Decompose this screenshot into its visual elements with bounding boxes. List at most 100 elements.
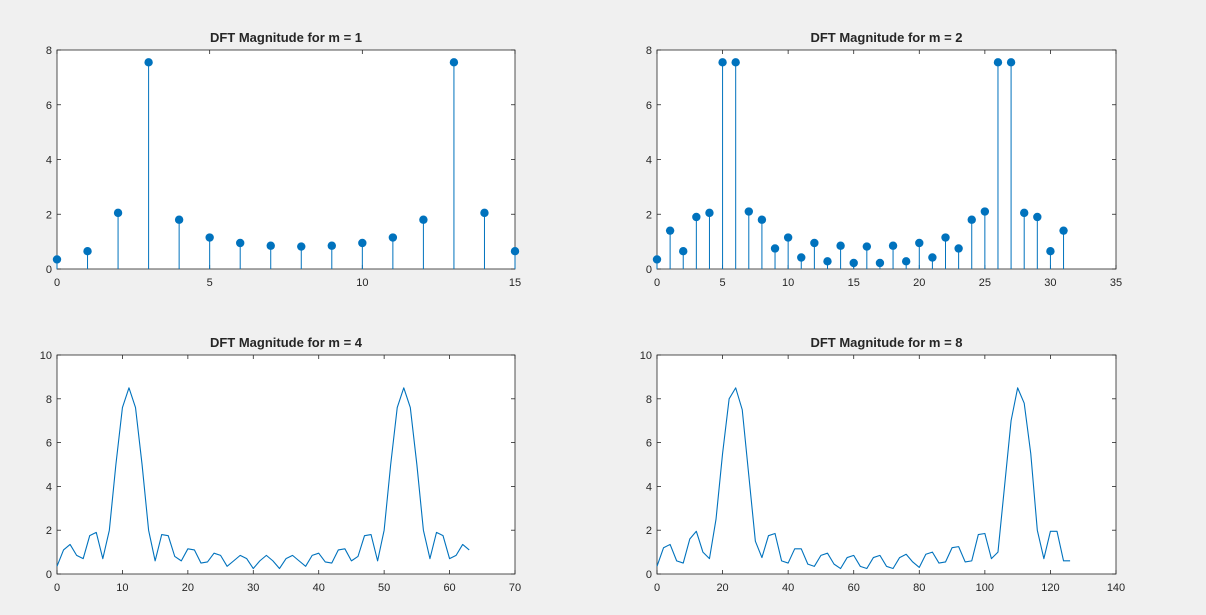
y-tick-label: 6: [46, 100, 52, 112]
stem-marker: [83, 247, 92, 256]
stem-marker: [1006, 58, 1016, 67]
x-tick-label: 50: [378, 582, 390, 594]
y-tick-label: 8: [646, 394, 652, 406]
y-tick-label: 10: [640, 350, 652, 362]
stem-marker: [52, 255, 62, 264]
stem-marker: [757, 215, 767, 224]
x-tick-label: 15: [509, 277, 521, 289]
x-tick-label: 20: [716, 582, 728, 594]
x-tick-label: 70: [509, 582, 521, 594]
stem-marker: [652, 255, 662, 264]
x-tick-label: 120: [1041, 582, 1059, 594]
x-tick-label: 100: [976, 582, 994, 594]
x-tick-label: 10: [782, 277, 794, 289]
x-tick-label: 0: [654, 582, 660, 594]
stem-marker: [692, 212, 701, 222]
x-tick-label: 10: [356, 277, 368, 289]
y-tick-label: 6: [646, 438, 652, 450]
chart-panel-m8: DFT Magnitude for m = 80 20 40 60 80 100 120 14…: [640, 335, 1125, 594]
x-tick-label: 80: [913, 582, 925, 594]
stem-marker: [327, 241, 336, 250]
axes-box: [56, 49, 516, 270]
y-tick-label: 8: [646, 45, 652, 57]
x-tick-label: 0: [54, 277, 60, 289]
x-tick-label: 40: [782, 582, 794, 594]
stem-marker: [297, 242, 306, 251]
y-tick-label: 6: [46, 438, 52, 450]
y-tick-label: 2: [646, 209, 652, 221]
stem-marker: [236, 238, 245, 248]
x-tick-label: 60: [848, 582, 860, 594]
axes-box: [656, 49, 1117, 270]
y-tick-label: 4: [46, 481, 52, 493]
stem-marker: [823, 257, 832, 266]
series-line: [656, 387, 1071, 570]
y-tick-label: 4: [46, 155, 52, 167]
stem-marker: [836, 241, 845, 250]
y-tick-label: 8: [46, 394, 52, 406]
stem-marker: [954, 244, 963, 253]
stem-marker: [449, 58, 459, 67]
y-tick-label: 10: [40, 350, 52, 362]
stem-marker: [1019, 208, 1029, 218]
stem-marker: [797, 253, 806, 262]
stem-marker: [980, 207, 990, 216]
x-tick-label: 0: [54, 582, 60, 594]
chart-title: DFT Magnitude for m = 4: [210, 335, 363, 350]
chart-title: DFT Magnitude for m = 2: [810, 30, 962, 45]
chart-title: DFT Magnitude for m = 1: [210, 30, 362, 45]
y-tick-label: 0: [46, 569, 52, 581]
y-tick-label: 2: [646, 525, 652, 537]
chart-panel-m2: DFT Magnitude for m = 2 0 5 10 15 20 25 30 35 0 2 4…: [646, 30, 1122, 289]
stem-marker: [862, 242, 872, 251]
chart-panel-m4: DFT Magnitude for m = 4 0 10 20 30 40 50 60 70 0 2…: [40, 335, 521, 594]
x-tick-label: 140: [1107, 582, 1125, 594]
stem-marker: [849, 258, 858, 268]
stem-marker: [419, 215, 428, 224]
stem-marker: [993, 58, 1003, 67]
stem-marker: [358, 238, 367, 248]
y-tick-label: 0: [646, 569, 652, 581]
x-tick-label: 60: [443, 582, 455, 594]
chart-panel-m1: DFT Magnitude for m = 1 0 5 10 15 0 2 4 6 8: [46, 30, 521, 289]
stem-marker: [770, 244, 780, 253]
stem-marker: [113, 208, 123, 218]
stem-marker: [888, 241, 898, 250]
axes-box: [656, 354, 1117, 575]
x-tick-label: 10: [116, 582, 128, 594]
stem-marker: [901, 257, 911, 266]
x-tick-label: 5: [207, 277, 213, 289]
stem-marker: [1046, 247, 1055, 256]
stem-marker: [810, 238, 819, 248]
x-tick-label: 30: [247, 582, 259, 594]
stem-marker: [1059, 226, 1068, 235]
y-tick-label: 0: [46, 264, 52, 276]
chart-title: DFT Magnitude for m = 8: [810, 335, 962, 350]
stem-marker: [744, 207, 753, 216]
x-tick-label: 5: [720, 277, 726, 289]
x-tick-label: 20: [182, 582, 194, 594]
series-line: [56, 387, 470, 570]
x-tick-label: 15: [848, 277, 860, 289]
stem-marker: [1033, 212, 1042, 222]
y-tick-label: 4: [646, 155, 652, 167]
stem-marker: [665, 226, 675, 235]
y-tick-label: 2: [46, 209, 52, 221]
stem-marker: [174, 215, 184, 224]
stem-marker: [718, 58, 727, 67]
x-tick-label: 0: [654, 277, 660, 289]
stem-marker: [941, 233, 950, 242]
y-tick-label: 8: [46, 45, 52, 57]
stem-marker: [679, 247, 688, 256]
y-tick-label: 6: [646, 100, 652, 112]
stem-marker: [205, 233, 214, 242]
x-tick-label: 30: [1044, 277, 1056, 289]
axes-box: [56, 354, 516, 575]
stem-marker: [928, 253, 937, 262]
y-tick-label: 2: [46, 525, 52, 537]
stem-marker: [705, 208, 714, 218]
stem-marker: [388, 233, 398, 242]
stem-marker: [875, 258, 885, 268]
x-tick-label: 40: [313, 582, 325, 594]
